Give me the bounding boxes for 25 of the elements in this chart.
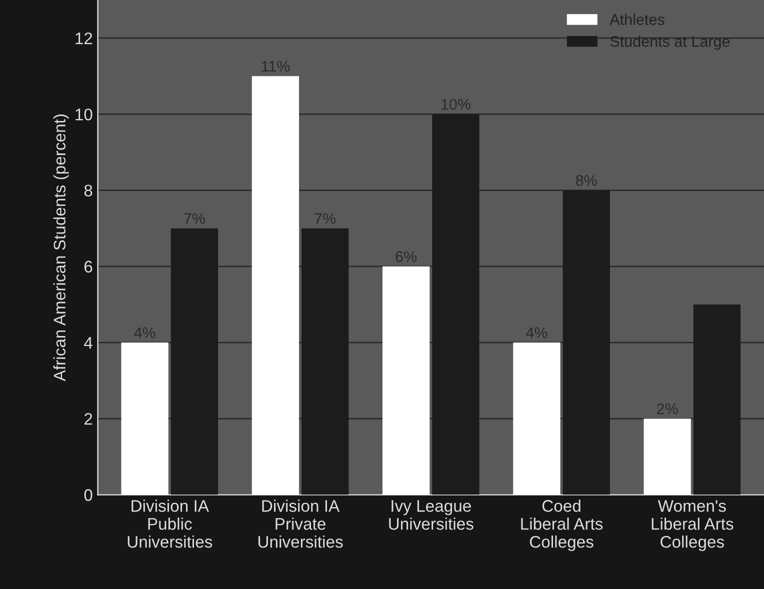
- x-tick-label: Division IA Public Universities: [128, 500, 212, 548]
- y-tick-label: 0: [84, 489, 92, 501]
- y-tick-label: 2: [84, 413, 92, 425]
- y-tick-label: 12: [76, 32, 92, 44]
- legend-label: Athletes: [610, 14, 664, 25]
- y-tick-label: 8: [84, 184, 92, 196]
- bar: [302, 228, 349, 495]
- bar: [432, 114, 480, 495]
- y-axis-title: African American Students (percent): [53, 114, 69, 382]
- bar: [562, 190, 610, 495]
- x-tick-label: Ivy League Universities: [389, 500, 474, 530]
- bar: [693, 304, 741, 495]
- x-tick-label: Division IA Private Universities: [258, 500, 343, 548]
- bar: [644, 418, 691, 495]
- bar: [170, 228, 218, 495]
- y-tick-label: 6: [84, 260, 92, 273]
- bar: [121, 342, 168, 495]
- bar: [252, 76, 300, 495]
- legend-label: Students at Large: [610, 36, 730, 50]
- bar: [382, 266, 430, 495]
- y-tick-label: 10: [76, 108, 92, 120]
- y-tick-label: 4: [84, 337, 92, 349]
- x-tick-label: Coed Liberal Arts Colleges: [521, 500, 603, 552]
- x-tick-label: Women's Liberal Arts Colleges: [652, 500, 734, 552]
- bar: [513, 342, 560, 495]
